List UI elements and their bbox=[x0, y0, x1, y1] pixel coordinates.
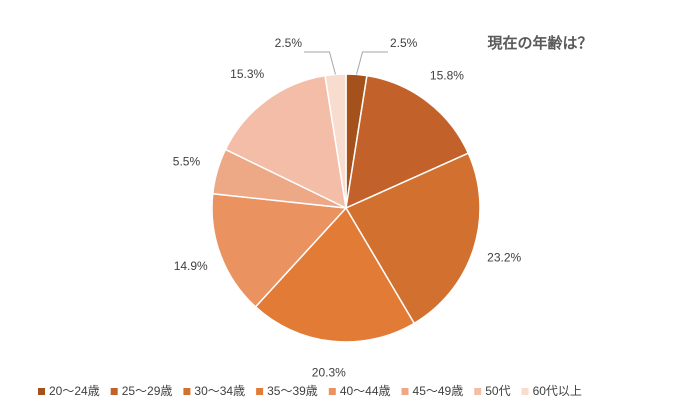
legend-label: 40～44歳 bbox=[340, 384, 391, 398]
legend-swatch bbox=[521, 388, 529, 395]
data-label: 5.5% bbox=[173, 154, 201, 168]
pie-slice bbox=[254, 206, 416, 343]
data-label: 14.9% bbox=[174, 259, 208, 273]
legend-swatch bbox=[183, 388, 191, 395]
pie-slice bbox=[324, 73, 347, 209]
legend-label: 30～34歳 bbox=[194, 384, 245, 398]
pie-slice bbox=[344, 152, 481, 325]
chart-title: 現在の年齢は？ bbox=[487, 34, 592, 52]
leader-line bbox=[356, 51, 388, 75]
legend-label: 50代 bbox=[485, 384, 510, 398]
legend-label: 20～24歳 bbox=[49, 384, 100, 398]
legend-swatch bbox=[256, 388, 264, 395]
data-label: 15.8% bbox=[430, 68, 464, 82]
legend-label: 60代以上 bbox=[533, 384, 582, 398]
data-label: 2.5% bbox=[390, 36, 418, 50]
data-label: 2.5% bbox=[275, 36, 303, 50]
legend-swatch bbox=[110, 388, 118, 395]
pie-slice bbox=[345, 74, 470, 210]
data-label: 23.2% bbox=[487, 250, 521, 264]
legend-swatch bbox=[328, 388, 336, 395]
leader-line bbox=[304, 51, 336, 75]
legend-label: 35～39歳 bbox=[267, 384, 318, 398]
legend-label: 45～49歳 bbox=[413, 384, 464, 398]
pie-slice bbox=[211, 192, 348, 308]
data-label: 15.3% bbox=[230, 67, 264, 81]
legend-swatch bbox=[474, 388, 482, 395]
legend-label: 25～29歳 bbox=[122, 384, 173, 398]
legend-swatch bbox=[401, 388, 409, 395]
legend-swatch bbox=[38, 388, 45, 395]
pie-slice bbox=[224, 74, 347, 210]
data-label: 20.3% bbox=[312, 365, 346, 379]
